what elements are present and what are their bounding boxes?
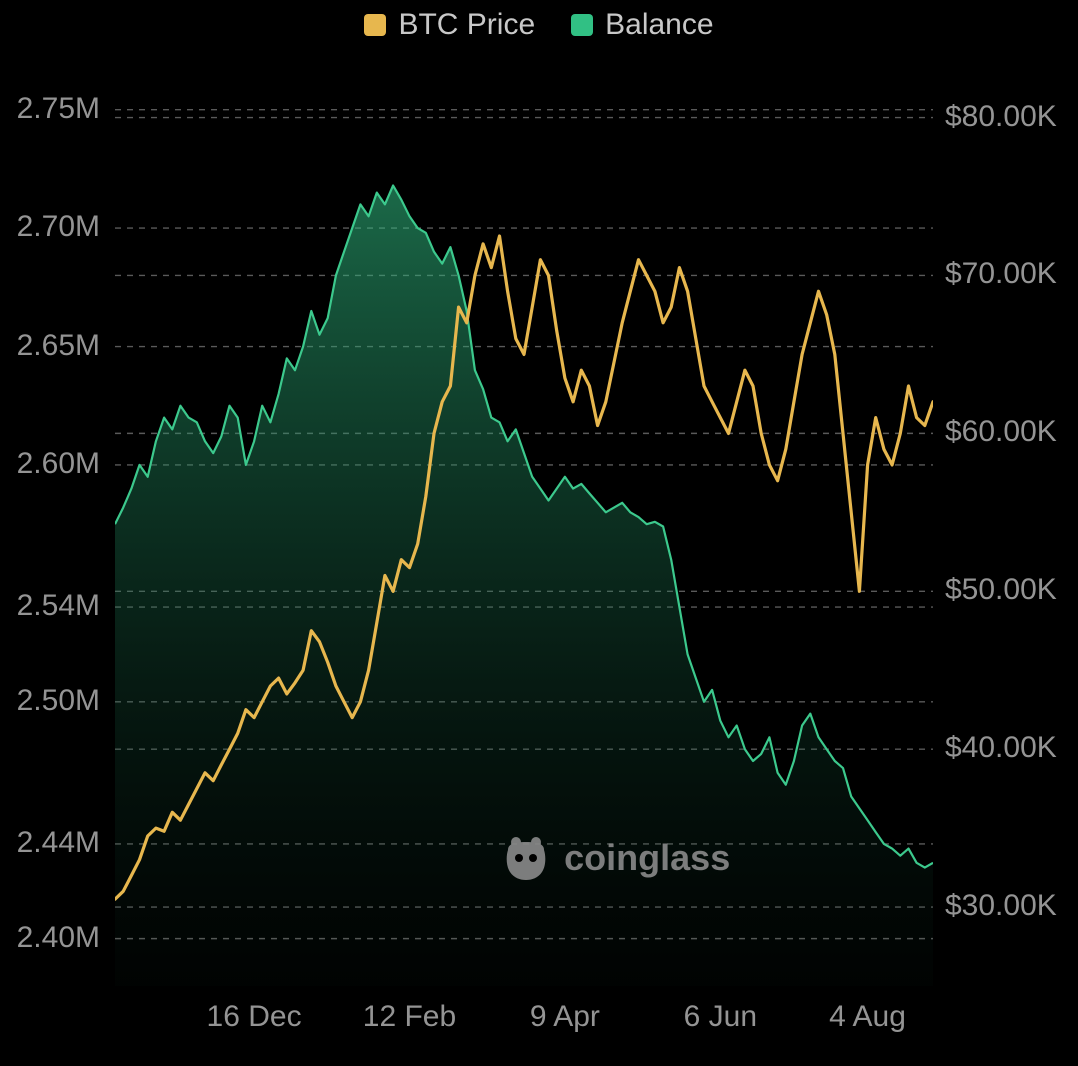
y-left-tick-label: 2.40M (0, 921, 100, 955)
legend-label: Balance (605, 8, 713, 42)
coinglass-logo-icon (502, 836, 550, 880)
y-right-tick-label: $30.00K (945, 889, 1057, 923)
y-left-tick-label: 2.60M (0, 447, 100, 481)
y-right-tick-label: $70.00K (945, 257, 1057, 291)
x-tick-label: 9 Apr (530, 1000, 600, 1034)
legend-label: BTC Price (398, 8, 535, 42)
y-left-tick-label: 2.70M (0, 210, 100, 244)
y-right-tick-label: $80.00K (945, 100, 1057, 134)
legend: BTC Price Balance (0, 8, 1078, 42)
y-left-tick-label: 2.54M (0, 589, 100, 623)
watermark: coinglass (502, 836, 730, 880)
watermark-text: coinglass (564, 837, 730, 879)
y-left-tick-label: 2.44M (0, 826, 100, 860)
legend-swatch-icon (571, 14, 593, 36)
x-tick-label: 12 Feb (363, 1000, 456, 1034)
y-right-tick-label: $60.00K (945, 415, 1057, 449)
chart-root: BTC Price Balance 2.75M 2.70M 2.65M 2.60M 2.… (0, 0, 1078, 1066)
y-left-tick-label: 2.65M (0, 329, 100, 363)
legend-swatch-icon (364, 14, 386, 36)
x-tick-label: 4 Aug (829, 1000, 906, 1034)
legend-item-btc-price[interactable]: BTC Price (364, 8, 535, 42)
x-tick-label: 6 Jun (684, 1000, 757, 1034)
x-tick-label: 16 Dec (207, 1000, 302, 1034)
y-left-tick-label: 2.50M (0, 684, 100, 718)
y-right-tick-label: $40.00K (945, 731, 1057, 765)
legend-item-balance[interactable]: Balance (571, 8, 713, 42)
y-right-tick-label: $50.00K (945, 573, 1057, 607)
y-left-tick-label: 2.75M (0, 92, 100, 126)
